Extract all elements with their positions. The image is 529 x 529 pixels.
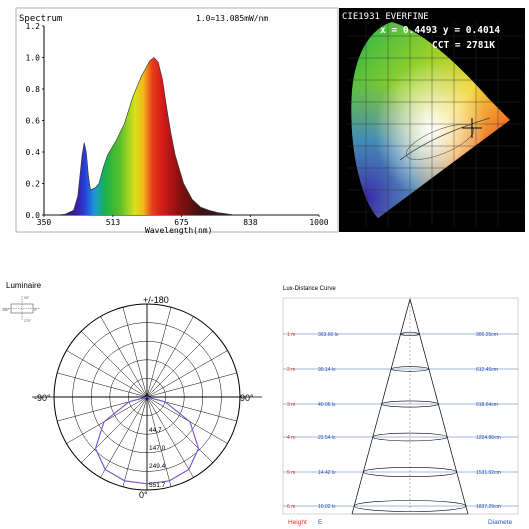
spectrum-y-tick-label: 1.0 [26,54,41,63]
svg-text:0°: 0° [34,308,38,312]
spectrum-y-ticks: 0.0 0.2 0.4 0.6 0.8 1.0 1.2 [26,22,44,220]
lux-row-height: 5 m [287,470,295,476]
spectrum-y-tick-label: 0.8 [26,85,41,94]
polar-label-right: 90° [240,393,254,403]
polar-radial-label: 551.7 [149,482,166,489]
lux-beam-ellipse [353,500,467,512]
lux-row-lux: 14.42 lx [318,470,336,476]
lux-cone [351,298,469,515]
lux-beam-ellipse [390,366,430,372]
lux-footer-diameter: Diamete [488,519,513,526]
lux-beam-ellipse [400,332,420,336]
spectrum-line [44,57,319,216]
spectrum-y-tick-label: 0.2 [26,180,41,189]
spectrum-y-tick-label: 0.0 [26,211,41,220]
spectrum-panel: Spectrum 1.0=13.085mW/nm 0.0 0.2 0.4 0.6 0.8… [15,7,339,235]
lux-row-lux: 10.02 lx [318,504,336,510]
cie-xy-label: x = 0.4493 y = 0.4014 [380,25,500,36]
cie-gamut-white [351,22,510,218]
cie-cct-label: CCT = 2781K [432,40,495,51]
spectrum-x-tick-label: 513 [106,218,121,227]
lux-footer-height: Height [288,519,307,526]
polar-label-bottom: 0° [139,490,148,500]
lux-row-diameter: 918.64cm [476,402,498,408]
polar-distribution-curve [94,396,200,485]
lux-title: Lux-Distance Curve [283,286,336,292]
lux-row-lux: 90.14 lx [318,367,336,373]
lux-row-diameter: 306.25cm [476,332,498,338]
cie-point-marker [462,118,482,138]
polar-label-left: -90° [34,393,51,403]
cie-panel: CIE1931 EVERFINE x = 0.4493 y = 0.4014 C… [339,8,525,232]
svg-text:270°: 270° [24,319,32,323]
lux-row-height: 6 m [287,504,295,510]
lux-row-lux: 22.54 lx [318,435,336,441]
luminaire-icon: 90° 270° 180° 0° [2,296,40,323]
cie-tolerance-ellipse [406,124,474,160]
cie-grid [347,22,522,226]
spectrum-title: Spectrum [19,14,62,24]
lux-row-height: 1 m [287,332,295,338]
lux-row-diameter: 1531.02cm [476,470,501,476]
lux-row-lux: 363.66 lx [318,332,339,338]
spectrum-x-tick-label: 1000 [309,218,328,227]
lux-rows: 1 m 363.66 lx 306.25cm 2 m 90.14 lx 612.45cm 3… [283,332,518,510]
polar-radial-label: 147.0 [149,445,166,452]
spectrum-y-tick-label: 1.2 [26,22,41,31]
spectrum-x-tick-label: 675 [174,218,189,227]
lux-footer-e: E [318,519,323,526]
lux-row-diameter: 612.45cm [476,367,498,373]
polar-radial-label: 44.7 [149,427,162,434]
polar-radial-labels: 44.7 147.0 249.4 551.7 [149,427,166,489]
spectrum-xlabel: Wavelength(nm) [145,226,212,235]
lux-row-diameter: 1224.86cm [476,435,501,441]
svg-text:90°: 90° [24,296,30,300]
spectrum-y-tick-label: 0.4 [26,148,41,157]
lux-panel: Lux-Distance Curve 1 m 363.66 lx 306.25cm 2… [282,286,519,526]
lux-beam-ellipse [362,466,457,477]
spectrum-x-tick-label: 838 [243,218,258,227]
lux-beam-ellipse [372,432,448,442]
polar-label-top: +/-180 [143,295,169,305]
spectrum-y-tick-label: 0.6 [26,117,41,126]
spectrum-x-ticks: 350 513 675 838 1000 [37,215,329,227]
lux-row-height: 3 m [287,402,295,408]
spectrum-x-tick-label: 350 [37,218,52,227]
polar-radial-label: 249.4 [149,463,166,470]
svg-text:180°: 180° [2,308,10,312]
lux-row-diameter: 1837.29cm [476,504,501,510]
spectrum-area [44,57,319,215]
polar-panel: Luminaire 90° 270° 180° 0° 44.7 147.0 249.… [2,281,262,500]
lux-beam-ellipse [381,400,439,408]
lux-row-lux: 40.06 lx [318,402,336,408]
lux-ellipses [353,332,467,512]
lux-row-height: 2 m [287,367,295,373]
cie-title: CIE1931 EVERFINE [342,12,429,22]
polar-title: Luminaire [6,281,42,290]
spectrum-annotation: 1.0=13.085mW/nm [196,14,268,23]
lux-row-height: 4 m [287,435,295,441]
